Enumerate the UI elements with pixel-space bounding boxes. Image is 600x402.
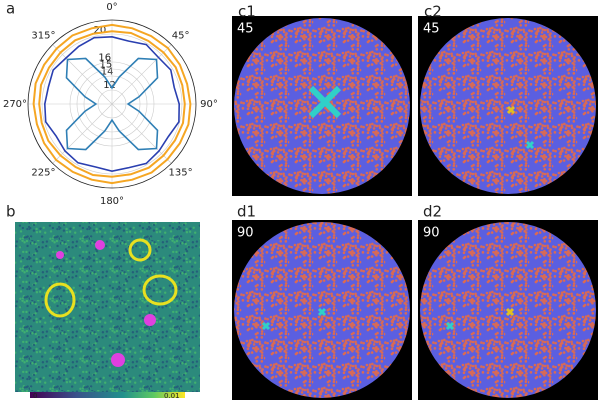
panel-label: c2 (424, 3, 442, 21)
cluster (261, 321, 271, 331)
series-line (43, 35, 181, 173)
image-number: 90 (237, 226, 254, 241)
theta-tick-label: 135° (169, 168, 193, 179)
theta-tick-label: 45° (172, 30, 190, 41)
blob (56, 251, 64, 259)
series-line (32, 23, 192, 185)
colorbar-label: 0.01 (164, 392, 180, 400)
grid-spoke (111, 103, 172, 164)
image-number: 45 (423, 22, 440, 37)
series-line (65, 57, 159, 151)
panel-label: d2 (423, 203, 442, 221)
blob (95, 240, 105, 250)
r-tick-label: 16 (98, 53, 111, 64)
image-number: 45 (237, 22, 254, 37)
heatmap-image (15, 222, 200, 392)
theta-tick-label: 225° (31, 168, 55, 179)
theta-tick-label: 270° (3, 99, 27, 110)
ring (44, 282, 76, 318)
ring (128, 238, 152, 262)
panel-label: b (6, 203, 16, 221)
cluster (317, 307, 327, 317)
theta-tick-label: 180° (100, 196, 124, 207)
theta-tick-label: 0° (106, 2, 117, 13)
r-tick-label: 20 (93, 25, 106, 36)
grid-spoke (52, 44, 113, 105)
r-tick-label: 12 (103, 80, 116, 91)
image-number: 90 (423, 226, 440, 241)
blob (111, 353, 125, 367)
r-tick-label: 15 (100, 60, 113, 71)
theta-tick-label: 315° (31, 30, 55, 41)
panel-label: c1 (238, 3, 256, 21)
blob (144, 314, 156, 326)
theta-tick-label: 90° (200, 99, 218, 110)
colorbar-label: 0 (33, 392, 37, 400)
cluster (308, 85, 342, 119)
ring (142, 274, 178, 306)
panel-label: d1 (237, 203, 256, 221)
series-line (38, 30, 186, 178)
colorbar (30, 392, 185, 398)
cluster (445, 321, 455, 331)
polar-frame (27, 19, 197, 189)
panel-label: a (6, 0, 15, 18)
cluster (505, 307, 515, 317)
cluster (506, 105, 516, 115)
grid-spoke (52, 103, 113, 164)
cluster (525, 140, 535, 150)
r-tick-label: 14 (101, 66, 114, 77)
grid-spoke (111, 44, 172, 105)
particle-disk (420, 18, 596, 194)
